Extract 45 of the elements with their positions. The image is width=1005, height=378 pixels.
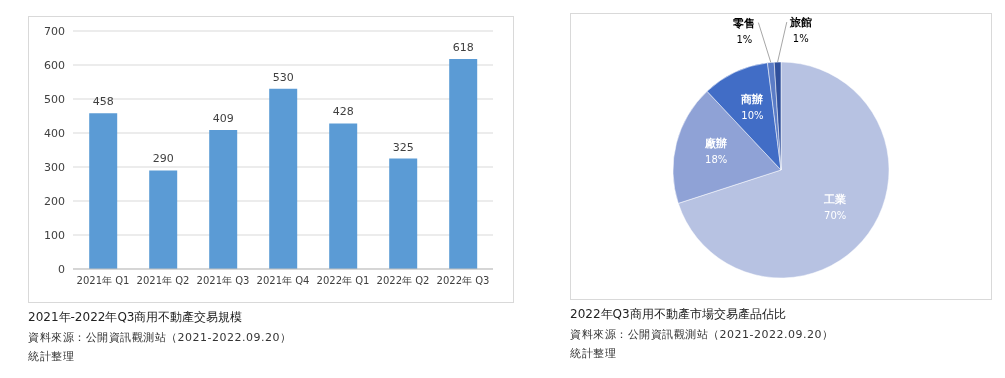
text: 統計整理 (28, 349, 75, 364)
x-tick-label: 2021年 Q1 (76, 275, 130, 287)
bar (269, 88, 298, 269)
y-tick-label: 500 (44, 92, 65, 106)
slice-label: 工業 (823, 193, 847, 207)
data-label: 325 (392, 140, 414, 154)
y-tick-label: 400 (44, 126, 65, 140)
data-label: 1% (792, 33, 809, 45)
data-label: 18% (705, 154, 728, 166)
slice-label: 旅館 (788, 16, 812, 30)
y-tick-label: 700 (44, 24, 65, 38)
data-label: 1% (736, 33, 753, 45)
data-label: 290 (152, 152, 174, 166)
bar (389, 158, 418, 269)
data-label: 618 (452, 40, 474, 54)
data-label: 10% (741, 110, 764, 122)
x-tick-label: 2021年 Q2 (136, 275, 190, 287)
slice-label: 零售 (732, 16, 756, 30)
source-note: 資料來源：公開資訊觀測站（2021-2022.09.20） (28, 330, 293, 345)
data-label: 70% (824, 210, 847, 222)
y-tick-label: 300 (44, 160, 65, 174)
y-tick-label: 200 (44, 194, 65, 208)
bar (449, 58, 478, 269)
slice-label: 廠辦 (704, 137, 728, 151)
x-tick-label: 2021年 Q4 (256, 275, 310, 287)
data-label: 530 (272, 70, 294, 84)
x-tick-label: 2021年 Q3 (196, 275, 250, 287)
text: 2022年Q3商用不動產市場交易產品佔比 (570, 306, 787, 323)
slice-label: 商辦 (740, 93, 764, 107)
data-label: 428 (332, 105, 354, 119)
text: 2021年-2022年Q3商用不動產交易規模 (28, 309, 244, 326)
data-label: 409 (212, 111, 234, 125)
y-tick-label: 100 (44, 228, 65, 242)
source-note: 資料來源：公開資訊觀測站（2021-2022.09.20） (570, 327, 835, 342)
x-tick-label: 2022年 Q3 (436, 275, 490, 287)
bar (89, 113, 118, 269)
bar (329, 123, 358, 269)
data-label: 458 (92, 95, 114, 109)
y-tick-label: 600 (44, 58, 65, 72)
x-tick-label: 2022年 Q1 (316, 275, 370, 287)
y-tick-label: 0 (58, 262, 65, 276)
bar (209, 129, 238, 269)
text: 統計整理 (570, 346, 617, 361)
x-tick-label: 2022年 Q2 (376, 275, 430, 287)
bar (149, 170, 178, 269)
